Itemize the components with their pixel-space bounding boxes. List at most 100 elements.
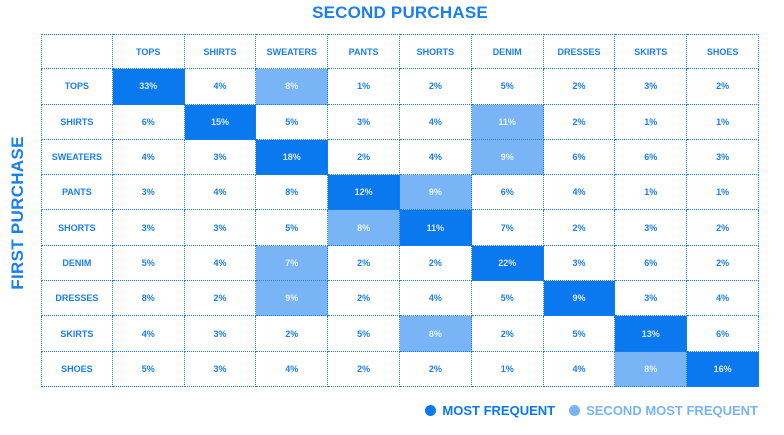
heatmap-cell: 6% [471,175,544,211]
heatmap-cell: 5% [256,104,329,140]
heatmap-cell: 12% [328,175,400,211]
heatmap-cell: 7% [471,210,544,246]
heatmap-cell: 4% [184,175,257,211]
heatmap-cell: 4% [112,316,185,352]
column-header: TOPS [112,34,185,70]
heatmap-cell: 3% [184,210,257,246]
row-header: SHOES [41,351,113,387]
heatmap-cell: 6% [112,104,185,140]
heatmap-cell: 11% [471,104,544,140]
heatmap-cell: 8% [256,175,329,211]
heatmap-cell: 18% [256,139,329,176]
heatmap-cell: 4% [543,351,616,387]
heatmap-cell: 2% [471,316,544,352]
column-header: SHORTS [400,34,472,70]
column-header: SWEATERS [256,34,329,70]
heatmap-cell: 5% [112,351,185,387]
heatmap-grid: TOPS SHIRTS SWEATERS PANTS SHORTS DENIM DRESSE… [41,34,759,387]
heatmap-cell: 1% [615,175,688,211]
column-header: PANTS [328,34,400,70]
heatmap-cell: 5% [471,69,544,105]
heatmap-cell: 6% [543,139,616,176]
row-header: DRESSES [41,281,113,317]
heatmap-cell: 4% [543,175,616,211]
row-header: TOPS [41,69,113,105]
heatmap-cell: 3% [615,281,688,317]
heatmap-cell: 4% [687,281,759,317]
row-header: SKIRTS [41,316,113,352]
heatmap-cell: 11% [400,210,472,246]
heatmap-cell: 1% [328,69,400,105]
heatmap-cell: 3% [184,139,257,176]
heatmap-cell: 2% [400,351,472,387]
row-header: SHIRTS [41,104,113,140]
heatmap-cell: 2% [256,316,329,352]
heatmap-cell: 5% [471,281,544,317]
legend-item-most: MOST FREQUENT [425,403,555,418]
heatmap-cell: 8% [112,281,185,317]
heatmap-cell: 5% [543,316,616,352]
heatmap-cell: 4% [400,139,472,176]
column-header: SKIRTS [615,34,688,70]
most-frequent-dot-icon [425,405,437,416]
heatmap-cell: 15% [184,104,257,140]
heatmap-cell: 2% [543,69,616,105]
heatmap-cell: 7% [256,245,329,282]
legend-label-second: SECOND MOST FREQUENT [586,403,758,418]
heatmap-cell: 2% [400,69,472,105]
column-header: DRESSES [543,34,616,70]
heatmap-cell: 2% [400,245,472,282]
heatmap-cell: 3% [112,175,185,211]
heatmap-cell: 8% [615,351,688,387]
column-header: SHOES [687,34,759,70]
row-header: SHORTS [41,210,113,246]
heatmap-cell: 4% [256,351,329,387]
heatmap-cell: 1% [687,175,759,211]
heatmap-cell: 5% [256,210,329,246]
heatmap-cell: 2% [543,104,616,140]
heatmap-cell: 1% [471,351,544,387]
heatmap-cell: 9% [471,139,544,176]
heatmap-cell: 3% [112,210,185,246]
heatmap-cell: 9% [543,281,616,317]
heatmap-cell: 3% [615,69,688,105]
heatmap-cell: 2% [687,69,759,105]
second-frequent-dot-icon [569,405,581,416]
heatmap-cell: 3% [184,351,257,387]
heatmap-cell: 2% [687,210,759,246]
x-axis-title: SECOND PURCHASE [312,3,488,22]
row-header: PANTS [41,175,113,211]
heatmap-cell: 8% [400,316,472,352]
heatmap-cell: 1% [687,104,759,140]
y-axis-title: FIRST PURCHASE [8,136,27,290]
heatmap-cell: 3% [615,210,688,246]
heatmap-cell: 4% [184,69,257,105]
heatmap-cell: 16% [687,351,759,387]
heatmap-cell: 2% [184,281,257,317]
legend: MOST FREQUENT SECOND MOST FREQUENT [417,403,758,418]
heatmap-cell: 2% [328,281,400,317]
heatmap-cell: 9% [256,281,329,317]
heatmap-cell: 4% [184,245,257,282]
heatmap-cell: 3% [543,245,616,282]
heatmap-cell: 4% [112,139,185,176]
heatmap-cell: 5% [112,245,185,282]
heatmap-cell: 8% [328,210,400,246]
heatmap-cell: 6% [615,245,688,282]
heatmap-cell: 2% [687,245,759,282]
heatmap-cell: 9% [400,175,472,211]
heatmap-cell: 1% [615,104,688,140]
legend-item-second: SECOND MOST FREQUENT [569,403,758,418]
heatmap-cell: 6% [687,316,759,352]
heatmap-cell: 22% [471,245,544,282]
row-header: DENIM [41,245,113,282]
heatmap-cell: 4% [400,281,472,317]
legend-label-most: MOST FREQUENT [442,403,556,418]
heatmap-cell: 5% [328,316,400,352]
heatmap-cell: 2% [543,210,616,246]
heatmap-cell: 3% [687,139,759,176]
heatmap-cell: 2% [328,245,400,282]
heatmap-cell: 8% [256,69,329,105]
heatmap-cell: 13% [615,316,688,352]
heatmap-cell: 3% [184,316,257,352]
